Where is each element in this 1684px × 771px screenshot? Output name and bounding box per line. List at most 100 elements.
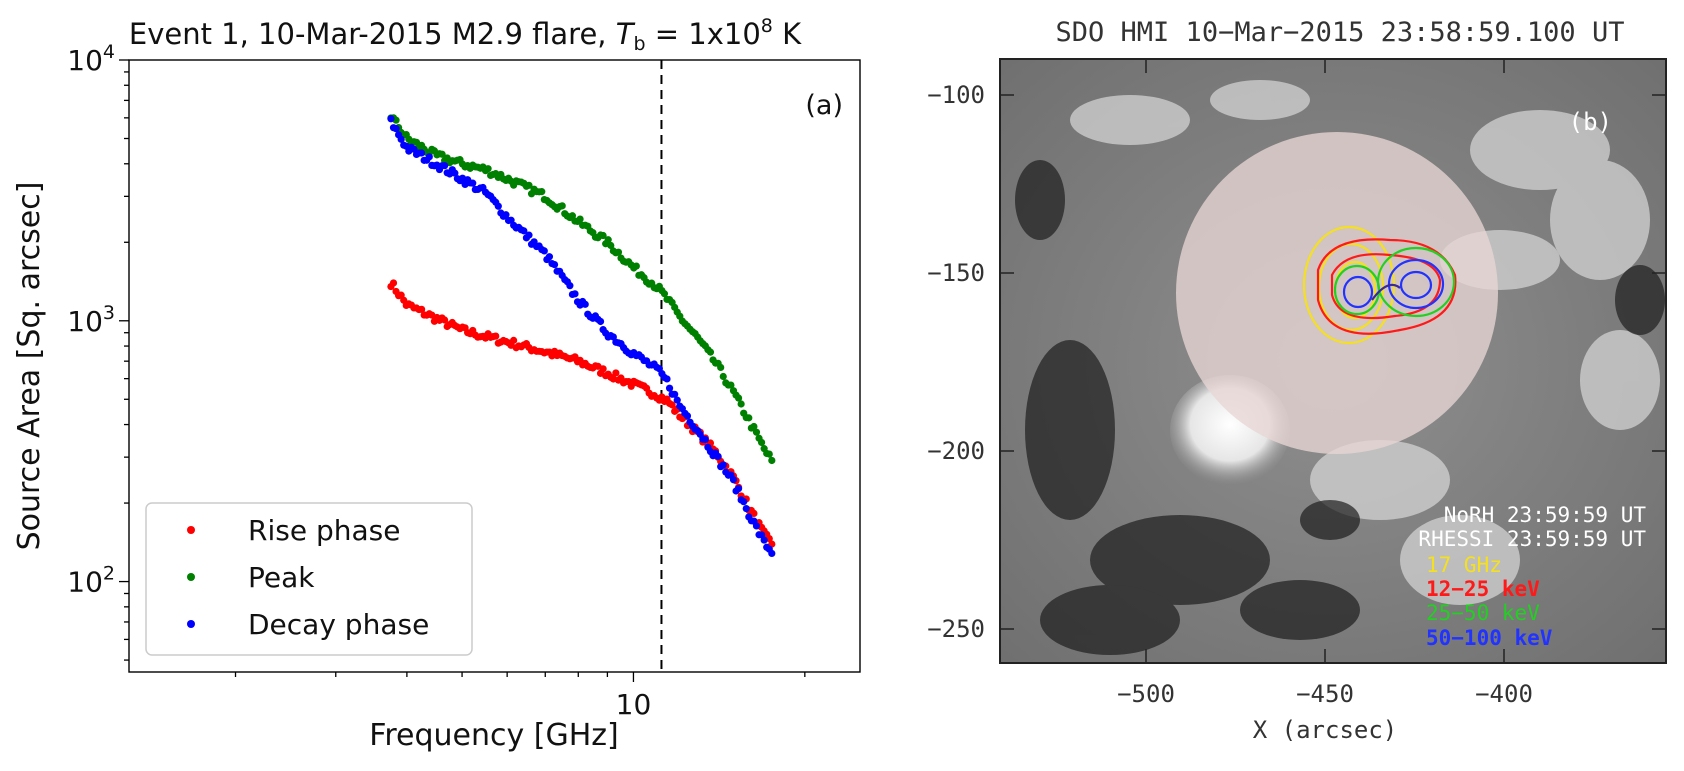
data-point xyxy=(752,428,761,436)
negative-field-patches xyxy=(1015,160,1665,655)
panel-b-y-tick-label: −150 xyxy=(927,259,985,287)
data-point xyxy=(469,179,477,187)
data-point xyxy=(545,253,554,261)
y-tick-label: 104 xyxy=(67,41,115,77)
data-point xyxy=(768,549,776,558)
legend: Rise phase Peak Decay phase xyxy=(145,502,473,656)
x-axis-label: Frequency [GHz] xyxy=(369,718,618,753)
data-point xyxy=(389,279,398,287)
x-tick-label: 10 xyxy=(616,688,652,721)
data-point xyxy=(418,305,426,313)
data-point xyxy=(729,476,738,484)
legend-label-decay: Decay phase xyxy=(248,608,429,641)
data-point xyxy=(750,509,758,518)
legend-label-peak: Peak xyxy=(248,561,315,594)
data-point xyxy=(673,396,681,404)
contour-50-100kev-right-inner xyxy=(1399,270,1433,300)
data-point xyxy=(760,536,768,544)
data-point xyxy=(599,365,607,373)
panel-a-tick-labels: 102 103 104 10 xyxy=(67,41,651,721)
data-point xyxy=(484,165,492,173)
data-point xyxy=(540,247,548,255)
data-point xyxy=(745,414,753,422)
data-point xyxy=(701,435,709,444)
scatter-points xyxy=(387,114,776,558)
panel-b-title: SDO HMI 10−Mar−2015 23:58:59.100 UT xyxy=(1056,17,1625,48)
contours xyxy=(1302,225,1457,345)
data-point xyxy=(660,290,669,298)
data-point xyxy=(525,231,533,239)
panel-b-x-tick-label: −400 xyxy=(1475,680,1533,708)
contour-legend-50-100kev: 50−100 keV xyxy=(1426,626,1553,650)
data-point xyxy=(525,181,533,189)
data-point xyxy=(737,400,745,408)
data-point xyxy=(604,236,612,244)
data-point xyxy=(451,169,459,177)
data-point xyxy=(671,390,679,398)
data-point xyxy=(581,300,589,308)
data-point xyxy=(492,332,500,340)
data-point xyxy=(441,316,449,324)
contour-legend-12-25kev: 12−25 keV xyxy=(1426,577,1540,601)
data-point xyxy=(727,381,735,389)
data-point xyxy=(599,231,607,240)
y-tick-label: 103 xyxy=(67,302,115,338)
panel-b-x-axis-label: X (arcsec) xyxy=(1253,716,1398,744)
data-point xyxy=(425,153,433,161)
hmi-magnetogram xyxy=(1000,59,1666,663)
legend-label-rise: Rise phase xyxy=(248,514,400,547)
panel-b-image: SDO HMI 10−Mar−2015 23:58:59.100 UT xyxy=(927,17,1667,744)
panel-b-y-tick-label: −100 xyxy=(927,81,985,109)
rhessi-time-annotation: RHESSI 23:59:59 UT xyxy=(1418,527,1646,551)
legend-marker-peak xyxy=(187,573,195,581)
data-point xyxy=(502,211,510,219)
data-point xyxy=(392,125,400,133)
data-point xyxy=(765,450,773,458)
legend-marker-decay xyxy=(187,620,195,628)
data-point xyxy=(719,461,727,469)
data-point xyxy=(538,188,546,196)
data-point xyxy=(706,348,715,356)
norh-beam-disk xyxy=(1176,132,1498,454)
positive-field-patches xyxy=(1070,80,1660,605)
data-point xyxy=(757,438,766,447)
norh-time-annotation: NoRH 23:59:59 UT xyxy=(1444,503,1647,527)
data-point xyxy=(397,135,405,143)
panel-a-label: (a) xyxy=(805,90,843,121)
data-point xyxy=(717,363,725,372)
panel-b-y-ticks xyxy=(1000,94,1666,630)
data-point xyxy=(612,369,620,377)
contour-12-25kev-outer xyxy=(1316,238,1457,335)
data-point xyxy=(742,505,750,513)
data-point xyxy=(596,317,605,326)
contour-connector xyxy=(1371,283,1401,301)
legend-box xyxy=(145,502,473,656)
data-point xyxy=(494,202,502,210)
contour-50-100kev-left xyxy=(1342,275,1374,309)
panel-a-axis-ticks xyxy=(119,59,806,682)
series-peak xyxy=(387,114,776,465)
panel-b-x-ticks xyxy=(1145,59,1505,663)
data-point xyxy=(571,290,579,298)
data-point xyxy=(668,401,676,409)
data-point xyxy=(566,282,574,290)
data-point xyxy=(607,241,615,250)
data-point xyxy=(714,452,722,461)
data-point xyxy=(752,522,761,530)
panel-a-chart: Event 1, 10-Mar-2015 M2.9 flare, Tb = 1x… xyxy=(12,15,861,753)
data-point xyxy=(568,212,577,220)
panel-b-y-tick-label: −250 xyxy=(927,615,985,643)
data-point xyxy=(576,215,584,223)
data-point xyxy=(510,336,518,344)
contour-50-100kev-right xyxy=(1387,258,1445,310)
data-point xyxy=(734,484,743,493)
data-point xyxy=(418,149,426,157)
contour-legend-17ghz: 17 GHz xyxy=(1426,553,1502,577)
data-point xyxy=(441,162,449,170)
data-point xyxy=(683,412,692,420)
data-point xyxy=(734,394,743,402)
data-point xyxy=(614,248,623,256)
panel-b-y-tick-label: −200 xyxy=(927,437,985,465)
data-point xyxy=(768,456,776,465)
panel-b-x-tick-label: −450 xyxy=(1296,680,1354,708)
